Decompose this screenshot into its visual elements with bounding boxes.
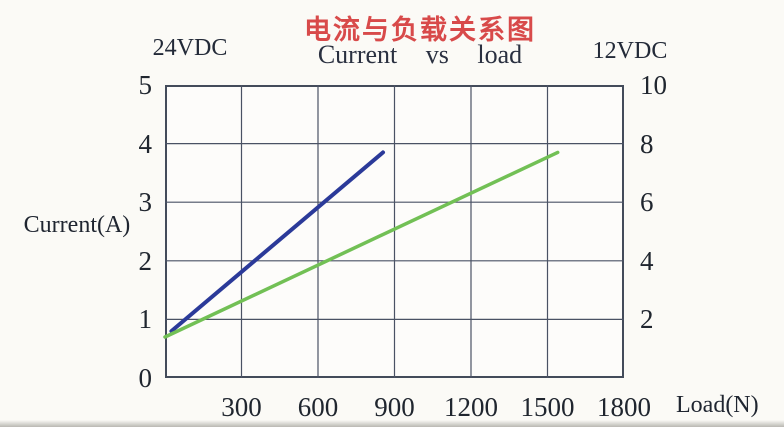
plot-area	[163, 85, 624, 378]
left-axis-header: 24VDC	[152, 35, 228, 61]
right-axis-header: 12VDC	[592, 38, 668, 64]
chart-subtitle: Current vs load	[317, 40, 523, 69]
y-left-tick-label-1: 1	[138, 304, 153, 335]
x-tick-label-900: 900	[374, 392, 415, 422]
x-tick-label-600: 600	[297, 392, 339, 422]
y-right-tick-label-4: 4	[640, 245, 654, 276]
y-right-tick-label-8: 8	[640, 128, 654, 159]
y-axis-title: Current(A)	[23, 212, 131, 238]
x-axis-title: Load(N)	[676, 392, 759, 418]
y-left-tick-label-3: 3	[138, 187, 153, 218]
y-right-tick-label-6: 6	[640, 187, 654, 218]
y-left-tick-label-2: 2	[138, 245, 153, 276]
y-left-tick-label-5: 5	[138, 70, 153, 100]
chart-title: 电流与负载关系图	[304, 15, 536, 45]
x-tick-label-300: 300	[221, 392, 262, 422]
y-right-tick-label-2: 2	[640, 304, 654, 335]
series-line-12vdc	[163, 150, 560, 339]
x-tick-label-1800: 1800	[597, 392, 651, 422]
x-tick-label-1500: 1500	[520, 392, 575, 422]
y-left-tick-label-0: 0	[138, 363, 153, 393]
series-line-24vdc	[169, 150, 385, 334]
y-right-tick-label-10: 10	[640, 70, 667, 100]
x-tick-label-1200: 1200	[444, 392, 498, 422]
y-left-tick-label-4: 4	[138, 128, 153, 159]
plot-svg	[163, 85, 624, 378]
scan-edge-artifact	[0, 420, 784, 427]
